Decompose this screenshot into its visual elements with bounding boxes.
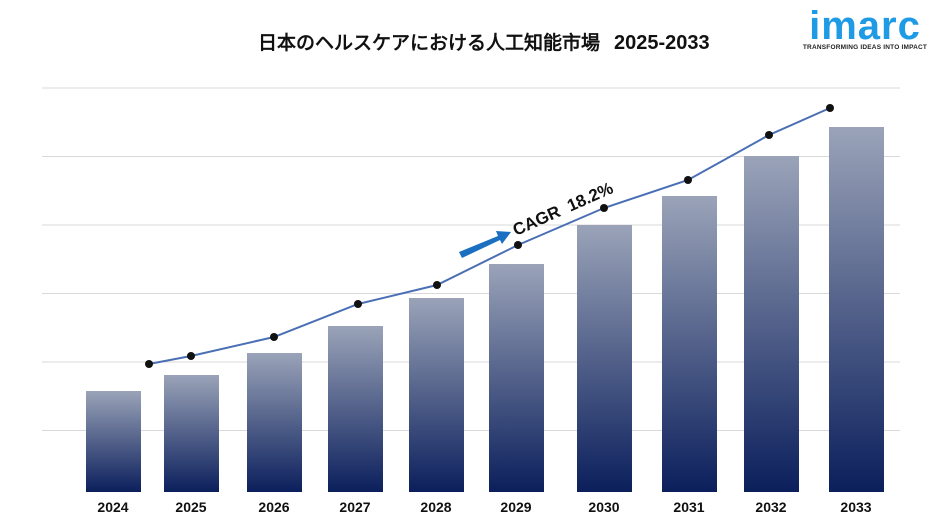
bar-2031 <box>662 196 717 492</box>
line-point-2031 <box>684 176 692 184</box>
line-point-2033 <box>826 104 834 112</box>
bar-2024 <box>86 391 141 492</box>
chart-title: 日本のヘルスケアにおける人工知能市場 2025-2033 <box>258 28 710 55</box>
line-point-2029 <box>514 241 522 249</box>
x-tick-label: 2024 <box>97 499 128 515</box>
logo-tagline: TRANSFORMING IDEAS INTO IMPACT <box>802 44 928 51</box>
line-point-2024 <box>145 360 153 368</box>
bar-2032 <box>744 156 799 492</box>
x-tick-label: 2032 <box>755 499 786 515</box>
x-tick-label: 2027 <box>339 499 370 515</box>
bar-2026 <box>247 353 302 492</box>
line-point-2025 <box>187 352 195 360</box>
x-tick-label: 2026 <box>258 499 289 515</box>
title-years: 2025-2033 <box>614 32 710 54</box>
line-point-2026 <box>270 333 278 341</box>
x-tick-label: 2029 <box>500 499 531 515</box>
logo-word: imarc <box>809 4 921 48</box>
x-tick-label: 2028 <box>420 499 451 515</box>
bar-2027 <box>328 326 383 492</box>
x-tick-label: 2033 <box>840 499 871 515</box>
title-text: 日本のヘルスケアにおける人工知能市場 <box>258 33 601 54</box>
cagr-arrow-icon <box>459 231 511 258</box>
bar-2030 <box>577 225 632 492</box>
bar-2033 <box>829 127 884 492</box>
bar-2029 <box>489 264 544 492</box>
line-point-2028 <box>433 281 441 289</box>
line-point-2030 <box>600 204 608 212</box>
imarc-logo: imarc TRANSFORMING IDEAS INTO IMPACT <box>800 4 930 51</box>
bar-2028 <box>409 298 464 492</box>
x-tick-label: 2025 <box>175 499 206 515</box>
x-tick-label: 2030 <box>588 499 619 515</box>
trend-line <box>148 107 831 365</box>
line-point-2032 <box>765 131 773 139</box>
bar-2025 <box>164 375 219 492</box>
line-point-2027 <box>354 300 362 308</box>
x-tick-label: 2031 <box>673 499 704 515</box>
